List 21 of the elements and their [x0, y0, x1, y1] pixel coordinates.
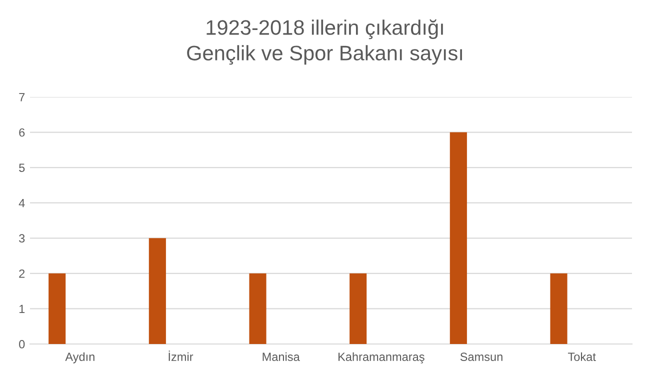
x-tick-label: Kahramanmaraş — [338, 352, 424, 364]
bar — [148, 238, 166, 344]
y-tick-label: 2 — [19, 269, 25, 278]
x-tick-label: Samsun — [460, 352, 502, 362]
x-tick-label: Tokat — [568, 352, 596, 362]
bar — [450, 132, 467, 344]
y-tick-label: 6 — [19, 128, 25, 137]
bar — [550, 273, 568, 344]
bar — [249, 273, 266, 344]
x-tick-label: Aydın — [65, 352, 94, 364]
bar — [350, 273, 367, 344]
x-tick-label: İzmir — [168, 350, 194, 361]
y-tick-label: 7 — [19, 93, 25, 102]
y-tick-label: 1 — [19, 304, 25, 313]
y-tick-label: 5 — [19, 164, 25, 172]
y-tick-label: 4 — [18, 199, 25, 208]
x-tick-label: Manisa — [262, 352, 300, 362]
y-tick-label: 0 — [19, 340, 25, 348]
chart-title: 1923-2018 illerin çıkardığı Gençlik ve Spor Bakanı sayısı — [187, 19, 462, 65]
y-tick-label: 3 — [19, 234, 25, 243]
bar — [48, 273, 66, 344]
